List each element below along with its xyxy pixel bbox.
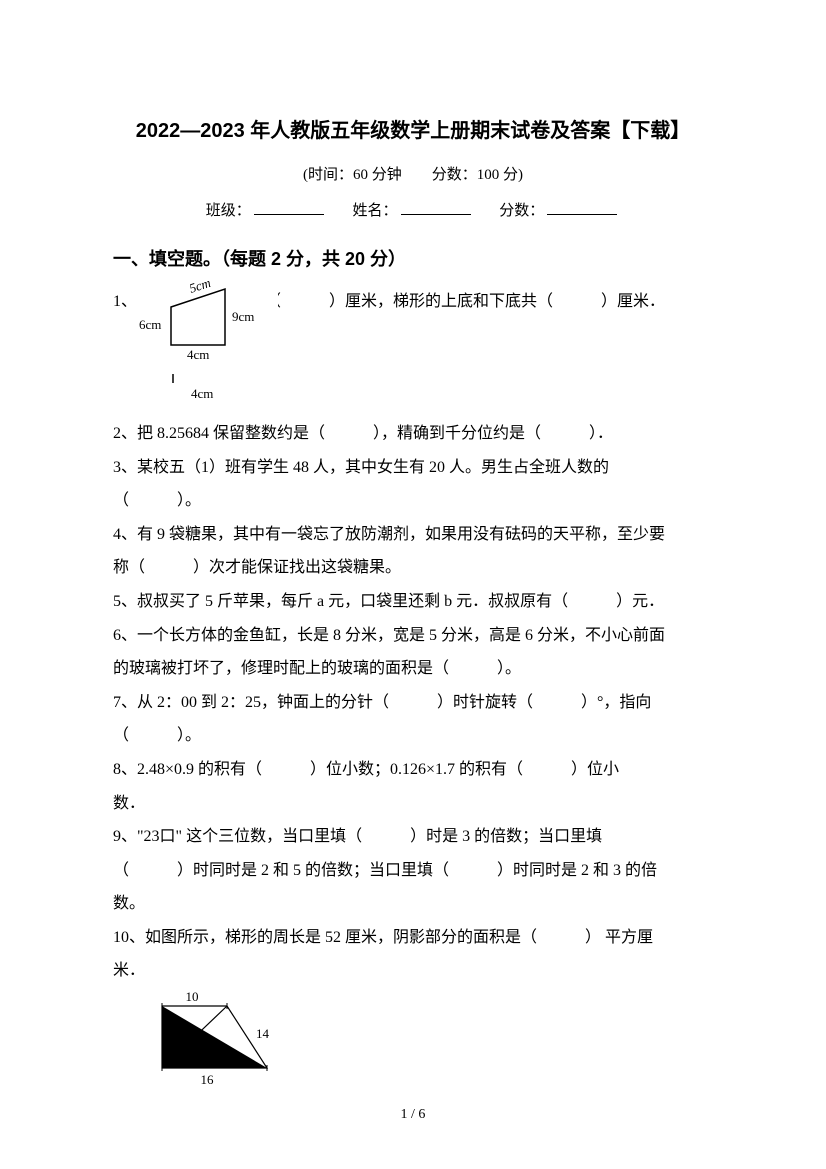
fig2-bottom-label: 16 <box>201 1072 215 1087</box>
question-8a: 8、2.48×0.9 的积有（ ）位小数；0.126×1.7 的积有（ ）位小 <box>113 753 713 787</box>
figure-2-trapezoid: 10 14 16 <box>137 988 713 1101</box>
section-1-title: 一、填空题。（每题 2 分，共 20 分） <box>113 241 713 279</box>
fig2-top-label: 10 <box>186 989 199 1004</box>
page-number: 1 / 6 <box>0 1100 826 1129</box>
question-4a: 4、有 9 袋糖果，其中有一袋忘了放防潮剂，如果用没有砝码的天平称，至少要 <box>113 518 713 552</box>
question-3b: （ ）。 <box>113 484 713 518</box>
question-9a: 9、"23口" 这个三位数，当口里填（ ）时是 3 的倍数；当口里填 <box>113 820 713 854</box>
figure-1-overlay: 5cm 6cm 9cm 4cm <box>133 279 278 374</box>
score-underline <box>547 200 617 215</box>
score-label: 分数： <box>499 203 544 219</box>
question-10a: 10、如图所示，梯形的周长是 52 厘米，阴影部分的面积是（ ） 平方厘 <box>113 921 713 955</box>
svg-text:9cm: 9cm <box>232 309 254 324</box>
question-4b: 称（ ）次才能保证找出这袋糖果。 <box>113 551 713 585</box>
question-2: 2、把 8.25684 保留整数约是（ ），精确到千分位约是（ ）． <box>113 417 713 451</box>
class-underline <box>254 200 324 215</box>
question-9c: 数。 <box>113 887 713 921</box>
fig2-right-label: 14 <box>256 1026 270 1041</box>
fig1-bottom-label: 4cm <box>191 386 213 400</box>
subtitle: (时间：60 分钟 分数：100 分) <box>113 160 713 192</box>
page-title: 2022—2023 年人教版五年级数学上册期末试卷及答案【下载】 <box>113 110 713 152</box>
question-7b: （ ）。 <box>113 719 713 753</box>
question-3a: 3、某校五（1）班有学生 48 人，其中女生有 20 人。男生占全班人数的 <box>113 451 713 485</box>
question-8b: 数． <box>113 787 713 821</box>
name-underline <box>401 200 471 215</box>
question-6a: 6、一个长方体的金鱼缸，长是 8 分米，宽是 5 分米，高是 6 分米，不小心前… <box>113 619 713 653</box>
form-line: 班级： 姓名： 分数： <box>113 196 713 228</box>
question-7a: 7、从 2：00 到 2：25，钟面上的分针（ ）时针旋转（ ）°，指向 <box>113 686 713 720</box>
svg-text:6cm: 6cm <box>139 317 161 332</box>
name-label: 姓名： <box>352 203 397 219</box>
question-6b: 的玻璃被打坏了，修理时配上的玻璃的面积是（ ）。 <box>113 652 713 686</box>
question-5: 5、叔叔买了 5 斤苹果，每斤 a 元，口袋里还剩 b 元．叔叔原有（ ）元． <box>113 585 713 619</box>
svg-text:5cm: 5cm <box>187 279 212 296</box>
question-9b: （ ）时同时是 2 和 5 的倍数；当口里填（ ）时同时是 2 和 3 的倍 <box>113 854 713 888</box>
class-label: 班级： <box>206 203 251 219</box>
svg-text:4cm: 4cm <box>187 347 209 361</box>
question-10b: 米． <box>113 954 713 988</box>
